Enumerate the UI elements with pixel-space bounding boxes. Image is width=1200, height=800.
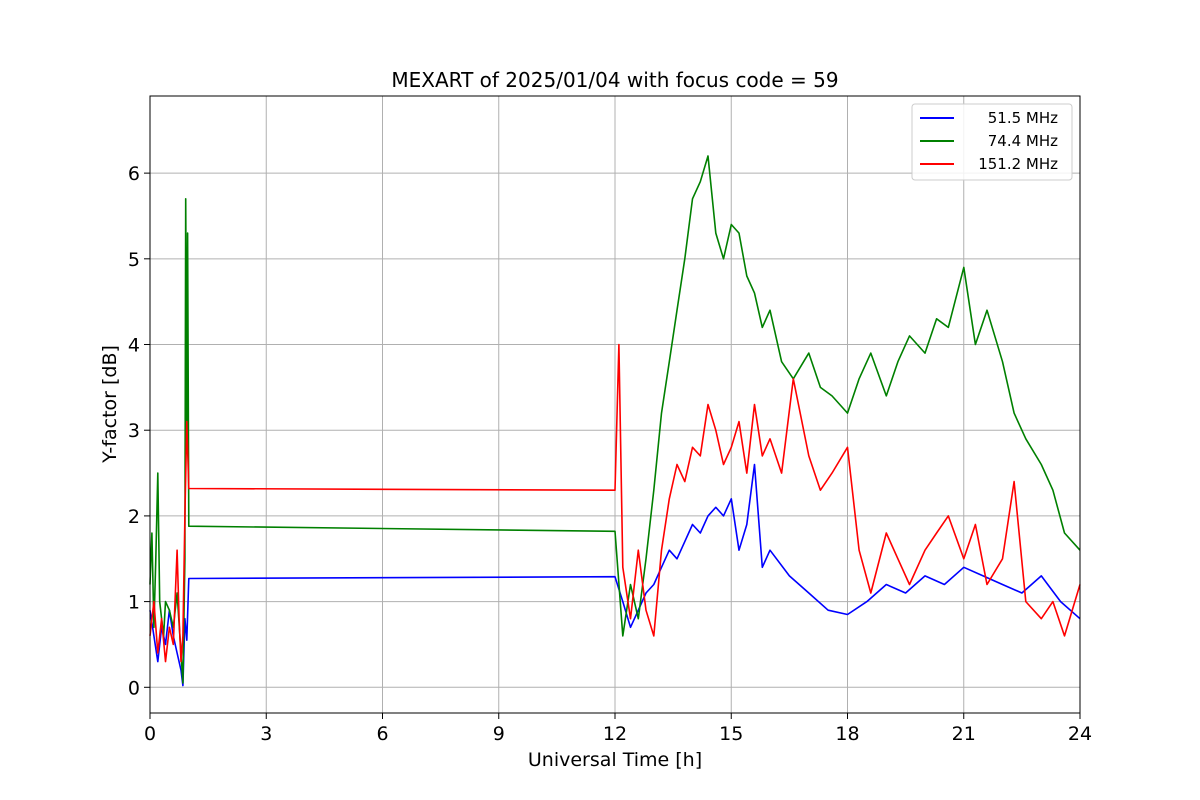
legend-label-2: 151.2 MHz: [978, 155, 1058, 173]
legend-label-0: 51.5 MHz: [988, 109, 1058, 127]
x-axis-label: Universal Time [h]: [528, 749, 702, 771]
legend-label-1: 74.4 MHz: [988, 132, 1058, 150]
series-line-2: [149, 343, 1081, 663]
y-tick-label: 3: [128, 420, 140, 442]
y-tick-label: 2: [128, 506, 140, 528]
x-tick-label: 21: [952, 723, 976, 745]
x-tick-label: 6: [376, 723, 388, 745]
x-tick-label: 24: [1068, 723, 1092, 745]
plot-series: [149, 155, 1081, 687]
x-tick-label: 0: [144, 723, 156, 745]
y-tick-label: 1: [128, 592, 140, 614]
chart-title: MEXART of 2025/01/04 with focus code = 5…: [391, 68, 838, 92]
y-tick-label: 0: [128, 677, 140, 699]
x-tick-label: 18: [835, 723, 859, 745]
legend-box: [911, 103, 1073, 181]
y-tick-label: 6: [128, 163, 140, 185]
legend: 51.5 MHz 74.4 MHz 151.2 MHz: [911, 103, 1073, 181]
series-line-0: [149, 463, 1081, 687]
x-tick-label: 15: [719, 723, 743, 745]
x-tick-label: 3: [260, 723, 272, 745]
y-tick-label: 4: [128, 335, 140, 357]
y-axis-label: Y-factor [dB]: [99, 345, 121, 464]
x-tick-label: 12: [603, 723, 627, 745]
y-tick-label: 5: [128, 249, 140, 271]
x-tick-label: 9: [493, 723, 505, 745]
